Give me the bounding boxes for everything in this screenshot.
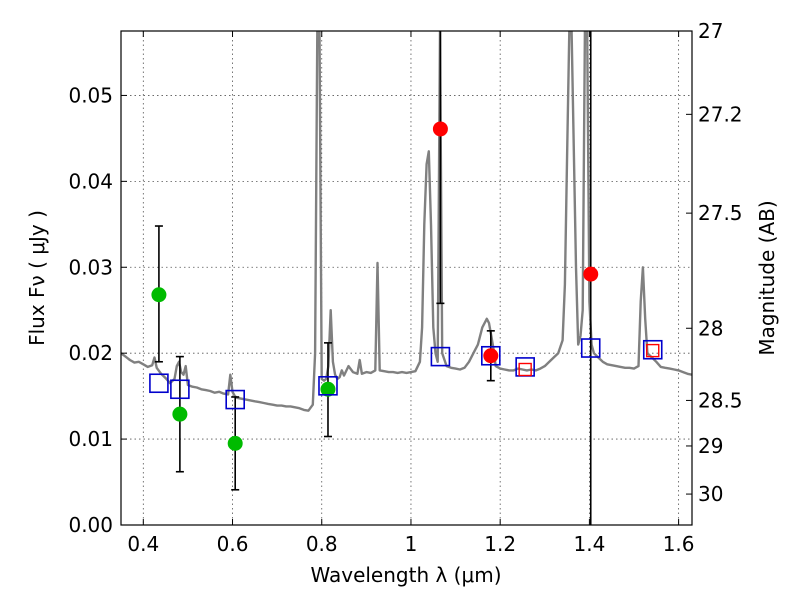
model-point-square bbox=[149, 373, 169, 394]
right-tick-label: 29 bbox=[698, 434, 723, 458]
y-tick-label: 0.02 bbox=[68, 341, 113, 365]
upper-limit-square bbox=[646, 343, 660, 358]
model-point-square bbox=[225, 389, 245, 410]
template-spectrum-line bbox=[121, 31, 692, 412]
model-point-square bbox=[481, 345, 501, 366]
x-tick-label: 1 bbox=[405, 532, 418, 556]
model-point-square bbox=[430, 346, 451, 367]
model-point-square bbox=[318, 376, 338, 396]
x-tick-label: 0.4 bbox=[127, 532, 159, 556]
y-axis-right-title: Magnitude (AB) bbox=[755, 200, 779, 355]
right-tick-label: 28 bbox=[698, 316, 723, 340]
model-point-square bbox=[642, 339, 663, 360]
x-tick-label: 1.2 bbox=[484, 532, 516, 556]
y-axis-right: 27 27.2 27.5 28 28.5 29 30 bbox=[686, 19, 743, 506]
y-tick-label: 0.00 bbox=[68, 513, 113, 537]
x-axis: 0.4 0.6 0.8 1 1.2 1.4 1.6 bbox=[127, 31, 695, 556]
right-tick-label: 27.2 bbox=[698, 102, 743, 126]
x-tick-label: 0.8 bbox=[306, 532, 338, 556]
x-tick-label: 0.6 bbox=[217, 532, 249, 556]
data-point-circle bbox=[432, 121, 448, 137]
data-point-circle bbox=[320, 381, 336, 397]
x-tick-label: 1.6 bbox=[663, 532, 695, 556]
y-tick-label: 0.04 bbox=[68, 169, 113, 193]
y-axis-left: 0.00 0.01 0.02 0.03 0.04 0.05 bbox=[68, 83, 127, 537]
y-axis-left-title: Flux Fν ( μJy ) bbox=[25, 210, 49, 346]
data-point-circle bbox=[583, 266, 599, 282]
model-point-square bbox=[580, 338, 601, 358]
right-tick-label: 30 bbox=[698, 482, 723, 506]
right-tick-label: 27 bbox=[698, 19, 723, 43]
data-point-circle bbox=[483, 348, 499, 364]
y-tick-label: 0.05 bbox=[68, 83, 113, 107]
y-tick-label: 0.03 bbox=[68, 255, 113, 279]
right-tick-label: 28.5 bbox=[698, 388, 743, 412]
y-tick-label: 0.01 bbox=[68, 427, 113, 451]
data-point-circle bbox=[227, 435, 243, 451]
plot-frame bbox=[120, 30, 693, 526]
x-tick-label: 1.4 bbox=[573, 532, 605, 556]
plot-area bbox=[121, 31, 692, 525]
model-point-square bbox=[170, 379, 190, 400]
upper-limit-square bbox=[518, 362, 532, 377]
right-tick-label: 27.5 bbox=[698, 201, 743, 225]
data-point-circle bbox=[172, 406, 188, 422]
data-point-circle bbox=[151, 287, 167, 303]
x-axis-title: Wavelength λ (μm) bbox=[310, 563, 501, 587]
